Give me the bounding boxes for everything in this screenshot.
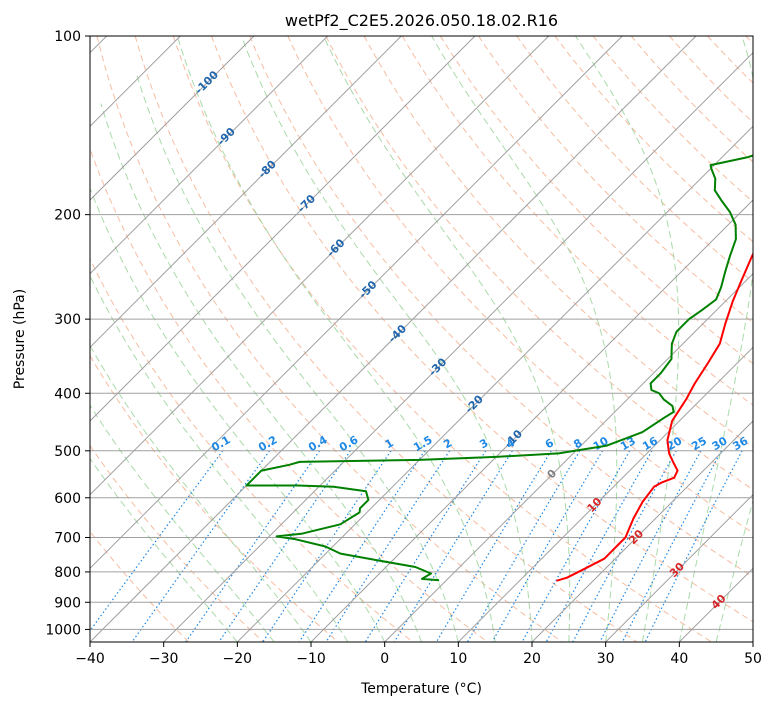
isotherm-gridline xyxy=(90,36,402,349)
x-tick-label: −40 xyxy=(75,651,105,667)
mixing-ratio-line xyxy=(364,450,487,642)
x-tick-label: −30 xyxy=(149,651,179,667)
y-axis-label: Pressure (hPa) xyxy=(12,289,28,389)
mixing-ratio-line xyxy=(644,450,743,642)
x-tick-label: 10 xyxy=(449,651,467,667)
y-tick-label: 300 xyxy=(54,312,81,328)
isotherm-gridline xyxy=(90,36,476,422)
dry-adiabat-line xyxy=(669,36,753,124)
mixing-ratio-line xyxy=(393,450,513,642)
mixing-ratio-line xyxy=(218,450,351,642)
dry-adiabat-line xyxy=(96,36,563,642)
mixing-ratio-line xyxy=(621,450,722,642)
moist-adiabat-line xyxy=(715,498,753,642)
isotherm-gridline xyxy=(90,36,623,570)
isotherm-gridline xyxy=(90,36,697,642)
dry-adiabat-line xyxy=(401,36,753,406)
dry-adiabat-line xyxy=(287,36,753,534)
moist-adiabat-line xyxy=(90,457,238,642)
moist-adiabat-line xyxy=(240,36,533,642)
y-tick-label: 1000 xyxy=(45,622,81,638)
isotherm-gridline xyxy=(90,36,550,496)
background-lines xyxy=(90,36,753,642)
dry-adiabat-line xyxy=(478,36,753,324)
x-tick-label: 20 xyxy=(523,651,541,667)
x-tick-label: 40 xyxy=(670,651,688,667)
moist-adiabat-line xyxy=(678,36,753,642)
dry-adiabat-line xyxy=(90,530,190,642)
dry-adiabat-line xyxy=(745,36,753,45)
y-tick-label: 400 xyxy=(54,386,81,402)
plot-frame xyxy=(89,35,754,643)
isotherm-gridline xyxy=(457,346,753,642)
moist-adiabat-line xyxy=(431,36,618,642)
y-tick-label: 900 xyxy=(54,595,81,611)
x-tick-label: 0 xyxy=(380,651,389,667)
y-tick-label: 100 xyxy=(54,29,81,45)
mixing-ratio-line xyxy=(545,450,653,642)
y-tick-label: 600 xyxy=(54,491,81,507)
isotherm-gridline xyxy=(752,641,753,642)
x-tick-label: 50 xyxy=(744,651,762,667)
y-tick-label: 800 xyxy=(54,565,81,581)
dry-adiabat-line xyxy=(90,444,264,642)
moist-adiabat-line xyxy=(90,344,312,642)
y-tick-label: 500 xyxy=(54,444,81,460)
mixing-ratio-line xyxy=(262,450,392,642)
mixing-ratio-line xyxy=(325,450,451,642)
isotherm-gridline xyxy=(678,567,753,642)
dry-adiabat-line xyxy=(172,36,712,642)
mixing-ratio-line xyxy=(435,450,552,642)
mixing-ratio-line xyxy=(599,450,702,642)
moist-adiabat-line xyxy=(100,103,422,642)
x-axis-ticks: −40 −30 −20 −10 0 10 20 30 40 50 xyxy=(75,642,762,667)
mixing-ratio-line xyxy=(298,450,426,642)
dry-adiabat-line xyxy=(134,36,638,642)
dry-adiabat-line xyxy=(554,36,753,243)
mixing-ratio-line xyxy=(466,450,581,642)
isotherm-gridline xyxy=(236,125,753,642)
isotherm-gridline xyxy=(163,51,753,642)
moist-adiabat-line xyxy=(90,274,349,642)
chart-title: wetPf2_C2E5.2026.050.18.02.R16 xyxy=(285,11,558,31)
x-tick-label: −20 xyxy=(223,651,253,667)
isotherm-gridline xyxy=(90,36,255,201)
x-axis-label: Temperature (°C) xyxy=(360,681,482,697)
moist-adiabat-line xyxy=(90,404,275,642)
dry-adiabat-line xyxy=(707,36,753,84)
dry-adiabat-line xyxy=(211,36,753,623)
dewpoint-profile-line xyxy=(245,154,753,582)
x-tick-label: −10 xyxy=(296,651,326,667)
mixing-ratio-label: 2 xyxy=(441,436,454,451)
moist-adiabat-line xyxy=(135,71,459,642)
y-tick-label: 700 xyxy=(54,531,81,547)
moist-adiabat-line xyxy=(323,36,571,642)
x-tick-label: 30 xyxy=(597,651,615,667)
temperature-profile-line xyxy=(556,251,753,582)
isotherm-gridline xyxy=(605,493,753,642)
dry-adiabat-line xyxy=(249,36,753,578)
profiles xyxy=(245,154,753,582)
moist-adiabat-line xyxy=(575,36,680,642)
isotherm-gridline xyxy=(310,199,753,642)
dry-adiabat-line xyxy=(592,36,753,203)
y-tick-label: 200 xyxy=(54,208,81,224)
mixing-ratio-line xyxy=(185,450,321,642)
isotherm-gridline xyxy=(90,36,329,275)
y-axis-ticks: 100 200 300 400 500 600 700 800 900 1000 xyxy=(45,29,90,638)
dry-adiabat-line xyxy=(90,354,339,642)
mixing-ratio-label: 6 xyxy=(543,436,556,451)
isotherm-gridline xyxy=(531,420,753,642)
dry-adiabat-line xyxy=(325,36,753,491)
mixing-ratio-line xyxy=(521,450,631,642)
mixing-ratio-line xyxy=(90,450,224,632)
isotherm-gridline xyxy=(384,272,753,642)
dry-adiabat-line xyxy=(90,257,414,642)
mixing-ratio-line xyxy=(572,450,677,642)
